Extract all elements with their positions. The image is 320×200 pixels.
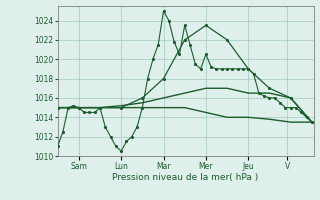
X-axis label: Pression niveau de la mer( hPa ): Pression niveau de la mer( hPa ) <box>112 173 259 182</box>
